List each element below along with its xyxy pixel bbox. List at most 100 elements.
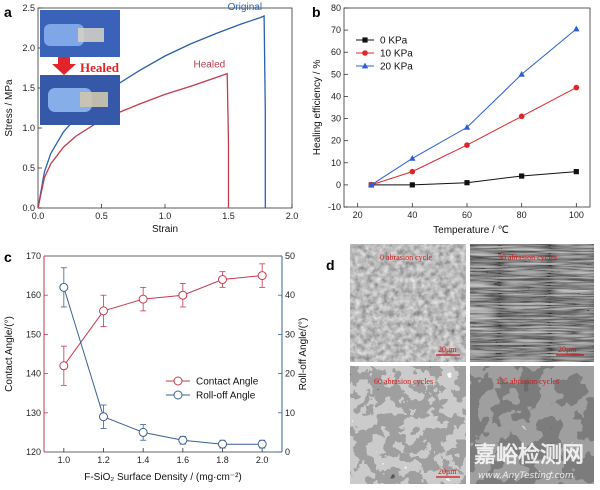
y-tick-label: 0.5	[22, 163, 35, 173]
series-20-kpa	[368, 25, 580, 188]
series-line-original	[38, 15, 266, 208]
data-point	[464, 180, 470, 186]
data-point	[463, 124, 471, 130]
data-point	[178, 435, 188, 445]
legend-marker	[173, 376, 183, 386]
watermark-cn: 嘉峪检测网	[474, 442, 584, 468]
panel-letter-d: d	[326, 257, 335, 273]
series-0-kpa	[368, 169, 579, 188]
sem-caption-0: 0 abrasion cycle	[380, 253, 432, 262]
panel-letter-c: c	[4, 249, 12, 265]
glove-finger	[44, 24, 84, 46]
legend-marker	[173, 390, 183, 400]
y-left-tick-label: 170	[26, 251, 41, 261]
y-tick-label: 20	[331, 136, 341, 146]
sem-image-0	[350, 244, 466, 362]
x-tick-label: 2.0	[286, 211, 299, 221]
series-line	[63, 275, 263, 367]
y-tick-label: -10	[328, 202, 341, 212]
y-right-tick-label: 10	[285, 408, 295, 418]
y-left-tick-label: 160	[26, 290, 41, 300]
y-right-tick-label: 40	[285, 290, 295, 300]
chart-c: 1.0 1.2 1.4 1.6 1.8 2.0 120 130 140 150 160 170 0 10 2…	[4, 251, 309, 483]
y-right-tick-label: 0	[285, 447, 290, 457]
scale-bar-label: 20μm	[438, 467, 457, 476]
data-point	[218, 439, 227, 449]
y-tick-label: 10	[331, 158, 341, 168]
legend-label: 20 KPa	[380, 62, 413, 73]
x-tick-label: 20	[353, 210, 363, 220]
y-tick-label: 2.5	[22, 3, 35, 13]
y-tick-label: 1.5	[22, 83, 35, 93]
data-point	[99, 412, 108, 422]
data-point	[518, 70, 525, 77]
sem-image-135	[470, 366, 594, 484]
y-tick-label: 0	[336, 180, 341, 190]
legend-label: 0 KPa	[380, 36, 408, 47]
x-tick-label: 1.4	[137, 455, 150, 465]
y-right-tick-label: 20	[285, 369, 295, 379]
data-point	[257, 439, 267, 449]
data-point	[59, 282, 69, 292]
series-line	[63, 287, 263, 445]
x-tick-label: 1.2	[97, 455, 110, 465]
y-right-tick-label: 50	[285, 251, 295, 261]
sem-caption-135: 135 abrasion cycles	[496, 377, 559, 386]
legend-label: Roll-off Angle	[196, 391, 256, 402]
data-point	[178, 290, 188, 300]
x-axis-label: Temperature / ℃	[433, 225, 509, 236]
legend-label: Contact Angle	[196, 377, 259, 388]
x-tick-label: 2.0	[256, 455, 269, 465]
inset-healed-label: Healed	[80, 60, 120, 75]
sem-image-30	[470, 244, 594, 362]
x-tick-label: 0.5	[95, 211, 108, 221]
scale-bar-label: 20μm	[558, 345, 577, 354]
sample-strip	[80, 92, 108, 107]
y-left-tick-label: 120	[26, 447, 41, 457]
series-line	[371, 87, 577, 186]
data-point	[573, 25, 580, 32]
legend-label: 10 KPa	[380, 49, 413, 60]
legend-marker	[362, 50, 368, 56]
y-left-axis-label: Contact Angle/(°)	[4, 316, 15, 392]
y-tick-label: 60	[331, 47, 341, 57]
series-label-original: Original	[228, 2, 262, 13]
x-tick-label: 60	[462, 210, 472, 220]
y-tick-label: 1.0	[22, 123, 35, 133]
y-axis-label: Stress / MPa	[4, 79, 15, 137]
x-tick-label: 40	[407, 210, 417, 220]
y-left-tick-label: 130	[26, 408, 41, 418]
x-tick-label: 1.5	[222, 211, 235, 221]
data-point	[409, 154, 416, 161]
data-point	[99, 306, 108, 316]
sample-strip	[78, 28, 104, 42]
series-roll-off-angle	[59, 267, 267, 449]
y-tick-label: 40	[331, 91, 341, 101]
data-point	[218, 275, 227, 285]
y-tick-label: 2.0	[22, 43, 35, 53]
scale-bar-label: 20μm	[438, 345, 457, 354]
x-tick-label: 1.8	[216, 455, 229, 465]
y-tick-label: 30	[331, 114, 341, 124]
plot-area	[38, 15, 266, 208]
data-point	[138, 427, 148, 437]
data-point	[257, 271, 267, 281]
y-tick-label: 70	[331, 25, 341, 35]
legend-marker	[361, 62, 369, 69]
sem-image-60	[350, 366, 466, 484]
sem-grid: 0 abrasion cycle 30 abrasion cycles 60 a…	[350, 244, 594, 484]
x-tick-label: 0.0	[32, 211, 45, 221]
x-tick-label: 1.0	[58, 455, 71, 465]
inset-photos: Healed	[40, 10, 120, 125]
series-line	[371, 171, 577, 186]
y-left-tick-label: 140	[26, 369, 41, 379]
x-tick-label: 80	[517, 210, 527, 220]
data-point	[409, 182, 415, 188]
data-point	[138, 294, 148, 304]
series-10-kpa	[368, 84, 580, 188]
down-arrow-icon	[52, 57, 76, 75]
y-right-axis-label: Roll-off Angle/(°)	[298, 318, 309, 391]
series-label-healed: Healed	[194, 60, 226, 71]
y-tick-label: 50	[331, 69, 341, 79]
